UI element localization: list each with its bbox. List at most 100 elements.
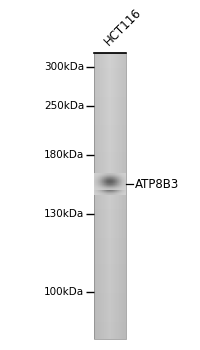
Bar: [109, 185, 110, 186]
Bar: [94, 190, 95, 191]
Bar: [104, 191, 105, 192]
Bar: [123, 175, 124, 176]
Bar: [115, 179, 116, 180]
Bar: [99, 186, 100, 187]
Bar: [112, 180, 113, 181]
Bar: [94, 186, 95, 187]
Bar: [115, 185, 116, 186]
Bar: [117, 185, 118, 186]
Bar: [106, 183, 107, 184]
Bar: [124, 182, 125, 183]
Bar: [114, 178, 115, 180]
Bar: [111, 190, 112, 191]
Bar: [94, 181, 95, 182]
Bar: [121, 180, 122, 181]
Bar: [103, 181, 104, 182]
Bar: [103, 184, 104, 185]
Bar: [107, 181, 108, 182]
Bar: [122, 178, 123, 179]
Bar: [94, 184, 95, 185]
Bar: [98, 185, 99, 186]
Bar: [94, 183, 95, 184]
Bar: [124, 190, 125, 191]
Bar: [96, 184, 97, 186]
Bar: [94, 278, 126, 280]
Bar: [98, 174, 99, 175]
Bar: [103, 181, 104, 182]
Bar: [110, 186, 111, 187]
Bar: [100, 183, 101, 184]
Bar: [117, 179, 118, 180]
Bar: [100, 186, 101, 187]
Bar: [100, 181, 101, 182]
Bar: [101, 187, 102, 188]
Bar: [115, 184, 116, 185]
Bar: [109, 189, 110, 190]
Bar: [100, 177, 101, 178]
Bar: [122, 191, 123, 192]
Bar: [102, 186, 103, 187]
Bar: [109, 180, 110, 181]
Bar: [94, 201, 126, 203]
Bar: [107, 179, 108, 180]
Bar: [124, 180, 125, 181]
Bar: [118, 185, 119, 186]
Bar: [119, 193, 120, 194]
Bar: [119, 191, 120, 193]
Bar: [121, 175, 122, 176]
Bar: [100, 187, 101, 188]
Bar: [108, 180, 109, 181]
Bar: [109, 185, 110, 186]
Bar: [104, 188, 105, 189]
Bar: [98, 190, 99, 191]
Bar: [123, 191, 124, 193]
Bar: [107, 194, 108, 195]
Bar: [112, 183, 113, 184]
Bar: [104, 193, 105, 194]
Bar: [125, 179, 126, 180]
Bar: [119, 191, 120, 192]
Bar: [125, 194, 126, 195]
Bar: [115, 175, 116, 176]
Bar: [116, 177, 117, 178]
Bar: [104, 194, 105, 195]
Bar: [125, 174, 126, 175]
Bar: [117, 185, 118, 186]
Bar: [116, 181, 117, 182]
Bar: [122, 175, 123, 176]
Bar: [112, 184, 113, 185]
Bar: [106, 189, 107, 190]
Bar: [118, 173, 119, 174]
Bar: [115, 173, 116, 174]
Bar: [117, 185, 118, 186]
Bar: [105, 194, 106, 195]
Bar: [119, 189, 120, 190]
Bar: [119, 186, 120, 187]
Bar: [110, 184, 111, 185]
Bar: [106, 174, 107, 175]
Bar: [98, 186, 99, 187]
Bar: [125, 183, 126, 184]
Bar: [94, 184, 95, 186]
Bar: [117, 190, 118, 191]
Bar: [104, 190, 105, 191]
Bar: [120, 186, 121, 187]
Bar: [106, 186, 107, 187]
Bar: [109, 183, 110, 184]
Bar: [110, 179, 111, 180]
Bar: [121, 194, 122, 195]
Bar: [123, 194, 124, 195]
Bar: [124, 186, 125, 187]
Bar: [109, 184, 110, 185]
Bar: [109, 187, 110, 188]
Bar: [117, 191, 118, 192]
Bar: [104, 175, 105, 176]
Bar: [94, 185, 95, 186]
Bar: [122, 189, 123, 190]
Bar: [123, 187, 124, 188]
Bar: [115, 182, 116, 183]
Bar: [115, 184, 116, 185]
Bar: [106, 191, 107, 192]
Bar: [102, 183, 103, 184]
Bar: [111, 186, 112, 187]
